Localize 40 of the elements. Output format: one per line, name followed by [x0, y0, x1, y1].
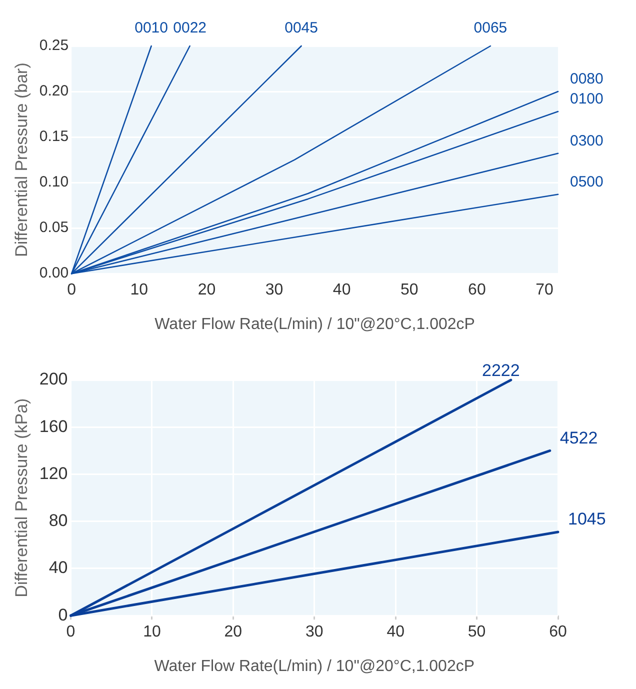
x-tick-label: 20: [224, 624, 242, 641]
y-tick-label: 0: [58, 605, 68, 624]
series-label: 0045: [284, 20, 318, 37]
series-label: 0300: [570, 132, 604, 150]
x-tick-label: 60: [549, 624, 567, 641]
series-label: 0022: [173, 20, 207, 37]
y-axis-title: Differential Pressure (kPa): [12, 398, 31, 598]
series-label: 1045: [568, 510, 606, 529]
x-tick-label: 70: [536, 282, 554, 299]
y-tick-label: 200: [39, 370, 68, 389]
x-tick-label: 10: [143, 624, 161, 641]
y-tick-label: 0.00: [39, 264, 69, 282]
x-tick-label: 10: [130, 282, 148, 299]
y-tick-label: 80: [48, 511, 68, 530]
x-tick-label: 50: [400, 282, 418, 299]
y-tick-label: 0.05: [39, 219, 69, 236]
y-tick-label: 0.15: [39, 128, 69, 146]
y-axis-title: Differential Pressure (bar): [12, 62, 31, 257]
y-tick-label: 0.10: [39, 174, 69, 191]
series-label: 0010: [134, 20, 168, 37]
series-label: 0500: [570, 174, 604, 191]
series-label: 4522: [560, 428, 598, 448]
series-label: 2222: [482, 361, 520, 380]
x-tick-label: 60: [468, 282, 486, 299]
x-tick-label: 40: [332, 282, 351, 299]
y-tick-label: 40: [48, 558, 68, 578]
y-tick-label: 160: [39, 416, 68, 436]
series-label: 0100: [570, 90, 604, 108]
x-tick-label: 40: [386, 624, 405, 641]
x-tick-label: 50: [468, 624, 486, 641]
series-label: 0080: [570, 70, 604, 88]
y-tick-label: 0.25: [39, 37, 69, 54]
series-label: 0065: [474, 20, 508, 37]
x-tick-label: 20: [198, 282, 216, 299]
x-axis-title: Water Flow Rate(L/min) / 10"@20°C,1.002cP: [154, 658, 475, 675]
y-tick-label: 0.20: [39, 82, 69, 100]
x-tick-label: 30: [265, 282, 284, 299]
y-tick-label: 120: [39, 464, 68, 483]
x-axis-title: Water Flow Rate(L/min) / 10"@20°C,1.002cP: [154, 316, 475, 333]
x-tick-label: 30: [305, 624, 324, 641]
